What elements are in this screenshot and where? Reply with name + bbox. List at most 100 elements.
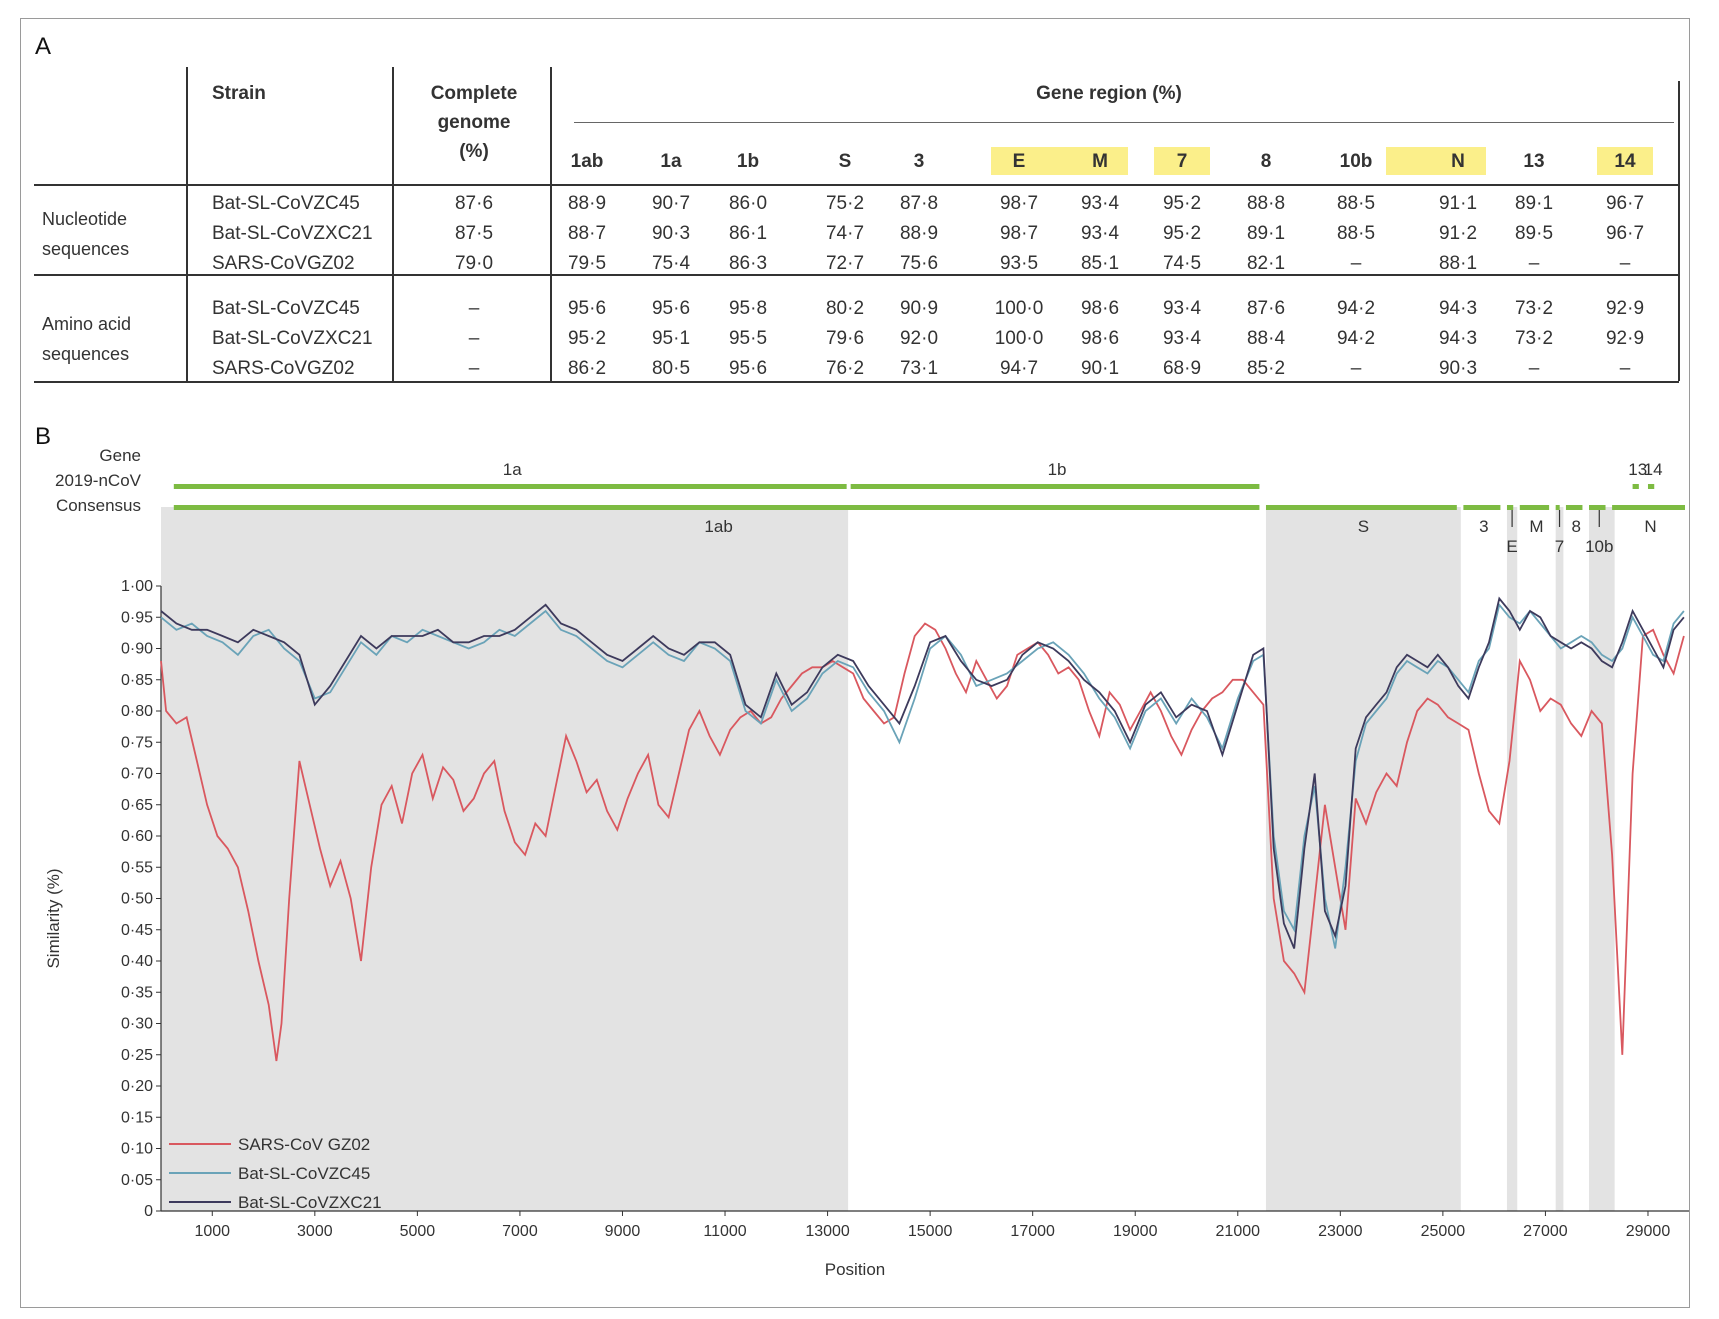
- gene-label-consensus: N: [1644, 517, 1656, 536]
- y-tick-label: 0·05: [121, 1172, 153, 1189]
- row-value: 86·2: [567, 358, 607, 379]
- row-value: 87·6: [1246, 298, 1286, 319]
- genome-header-line: genome: [437, 112, 511, 133]
- row-value: 92·9: [1605, 298, 1645, 319]
- row-value: 88·5: [1336, 223, 1376, 244]
- rule-mid: [34, 274, 1679, 276]
- row-value: 95·8: [728, 298, 768, 319]
- row-value: 88·9: [567, 193, 607, 214]
- y-tick-label: 0: [144, 1203, 153, 1220]
- rule-bottom: [34, 381, 1679, 383]
- row-value: 95·1: [651, 328, 691, 349]
- vrule-right: [1678, 81, 1680, 381]
- gene-label-2019: 13: [1628, 460, 1647, 479]
- legend-label: Bat-SL-CoVZXC21: [238, 1193, 382, 1212]
- row-value: 82·1: [1246, 253, 1286, 274]
- legend-label: Bat-SL-CoVZC45: [238, 1164, 370, 1183]
- row-strain: Bat-SL-CoVZC45: [212, 298, 360, 319]
- row-value: 88·7: [567, 223, 607, 244]
- x-tick-label: 19000: [1113, 1223, 1158, 1240]
- row-value: 79·6: [825, 328, 865, 349]
- highlight-E: [991, 147, 1128, 175]
- row-value: 98·6: [1080, 298, 1120, 319]
- genome-header-line: Complete: [430, 83, 518, 104]
- y-tick-label: 0·40: [121, 953, 153, 970]
- row-value: –: [1528, 253, 1540, 274]
- gene-col-1b: 1b: [736, 151, 760, 172]
- row-value: 73·2: [1514, 298, 1554, 319]
- y-tick-label: 0·75: [121, 734, 153, 751]
- row-value: 100·0: [994, 298, 1044, 319]
- row-value: 95·5: [728, 328, 768, 349]
- row-value: 74·5: [1162, 253, 1202, 274]
- row-value: 95·6: [728, 358, 768, 379]
- y-tick-label: 0·55: [121, 859, 153, 876]
- row-value: 88·4: [1246, 328, 1286, 349]
- x-tick-label: 1000: [194, 1223, 230, 1240]
- row-value: 89·5: [1514, 223, 1554, 244]
- shaded-region: [1265, 507, 1461, 1211]
- row-value: 98·7: [999, 193, 1039, 214]
- gene-bar-consensus: [1589, 505, 1606, 510]
- row-value: –: [1350, 358, 1362, 379]
- gene-bar-consensus: [1506, 505, 1514, 510]
- row-strain: Bat-SL-CoVZXC21: [212, 223, 373, 244]
- row-value: 93·4: [1162, 298, 1202, 319]
- row-value: 93·4: [1162, 328, 1202, 349]
- group-label: sequences: [42, 239, 130, 259]
- gene-col-7: 7: [1176, 151, 1188, 172]
- x-tick-label: 15000: [908, 1223, 953, 1240]
- track-label: Gene: [99, 446, 141, 465]
- row-value: 86·0: [728, 193, 768, 214]
- row-value: 94·3: [1438, 298, 1478, 319]
- row-value: 76·2: [825, 358, 865, 379]
- row-value: 72·7: [825, 253, 865, 274]
- y-tick-label: 0·80: [121, 703, 153, 720]
- gene-bar-consensus: [1519, 505, 1550, 510]
- row-value: 90·7: [651, 193, 691, 214]
- group-label: Nucleotide: [42, 209, 128, 229]
- gene-bar-consensus: [1265, 505, 1457, 510]
- row-value: 88·9: [899, 223, 939, 244]
- shaded-region: [161, 507, 849, 1211]
- row-value: 95·2: [567, 328, 607, 349]
- highlight-14: [1597, 147, 1653, 175]
- figure: A B Strain Complete genome (%) Gene region (…: [20, 18, 1690, 1308]
- gene-col-1ab: 1ab: [570, 151, 604, 172]
- row-value: 100·0: [994, 328, 1044, 349]
- row-value: 93·4: [1080, 193, 1120, 214]
- row-value: 95·6: [567, 298, 607, 319]
- x-tick-label: 5000: [400, 1223, 436, 1240]
- row-strain: SARS-CoVGZ02: [212, 358, 355, 379]
- panel-b-label: B: [35, 423, 52, 450]
- row-value: 90·9: [899, 298, 939, 319]
- row-value: –: [1528, 358, 1540, 379]
- y-tick-label: 0·90: [121, 641, 153, 658]
- gene-label-2019: 14: [1644, 460, 1663, 479]
- row-value: 94·7: [999, 358, 1039, 379]
- row-value: –: [1619, 253, 1631, 274]
- row-value: 93·4: [1080, 223, 1120, 244]
- highlight-7: [1154, 147, 1210, 175]
- row-value: 90·1: [1080, 358, 1120, 379]
- row-value: 92·0: [899, 328, 939, 349]
- y-tick-label: 0·60: [121, 828, 153, 845]
- y-tick-label: 0·85: [121, 672, 153, 689]
- row-value: 93·5: [999, 253, 1039, 274]
- row-value: 75·6: [899, 253, 939, 274]
- vrule-2: [392, 67, 394, 381]
- x-tick-label: 17000: [1010, 1223, 1055, 1240]
- row-value: 88·5: [1336, 193, 1376, 214]
- y-axis-label: Similarity (%): [44, 868, 63, 968]
- gene-label-2019: 1b: [1048, 460, 1067, 479]
- row-strain: Bat-SL-CoVZXC21: [212, 328, 373, 349]
- gene-bar-2019: [1647, 484, 1655, 489]
- y-tick-label: 0·65: [121, 797, 153, 814]
- row-value: 91·2: [1438, 223, 1478, 244]
- x-tick-label: 25000: [1421, 1223, 1466, 1240]
- track-label: 2019-nCoV: [55, 471, 142, 490]
- gene-bar-consensus: [1612, 505, 1685, 510]
- row-genome: 79·0: [454, 253, 494, 274]
- gene-bar-2019: [173, 484, 847, 489]
